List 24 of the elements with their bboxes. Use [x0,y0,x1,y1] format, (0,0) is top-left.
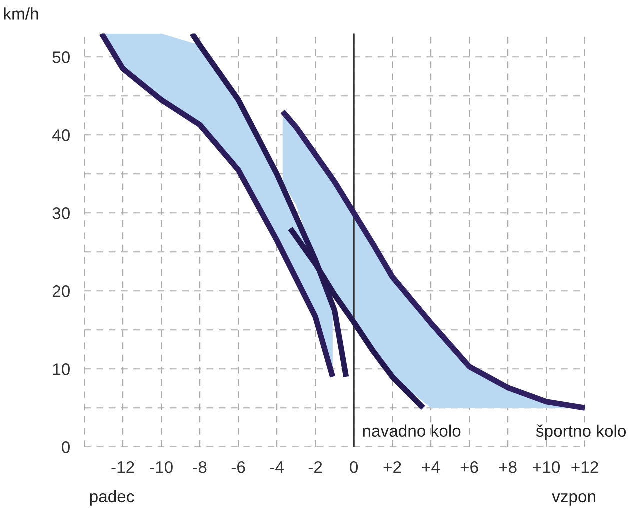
x-tick-label: -4 [270,462,284,474]
y-tick-label: 20 [52,286,70,298]
x-tick-label: 0 [350,461,358,474]
y-tick-label: 50 [52,52,70,64]
y-axis-title: km/h [4,8,38,20]
x-tick-label: +6 [460,461,478,474]
x-tick-label: +8 [499,461,517,474]
annotation: navadno kolo [363,424,461,438]
y-tick-label: 0 [62,442,70,454]
y-tick-label: 40 [52,130,70,142]
x-tick-label: +10 [533,461,560,474]
x-tick-label: -2 [308,461,322,474]
x-tick-label: +12 [572,461,598,474]
y-tick-label: 10 [53,364,70,376]
y-tick-label: 30 [52,208,70,220]
text: padec [90,490,134,506]
x-tick-label: -12 [112,461,134,474]
x-tick-label: -10 [150,461,173,474]
x-tick-label: +4 [422,462,440,474]
x-tick-label: +2 [384,461,402,474]
annotation: športno kolo [536,424,626,440]
x-tick-label: -6 [232,461,246,474]
text: vzpon [552,493,596,506]
x-tick-label: -8 [193,461,207,474]
